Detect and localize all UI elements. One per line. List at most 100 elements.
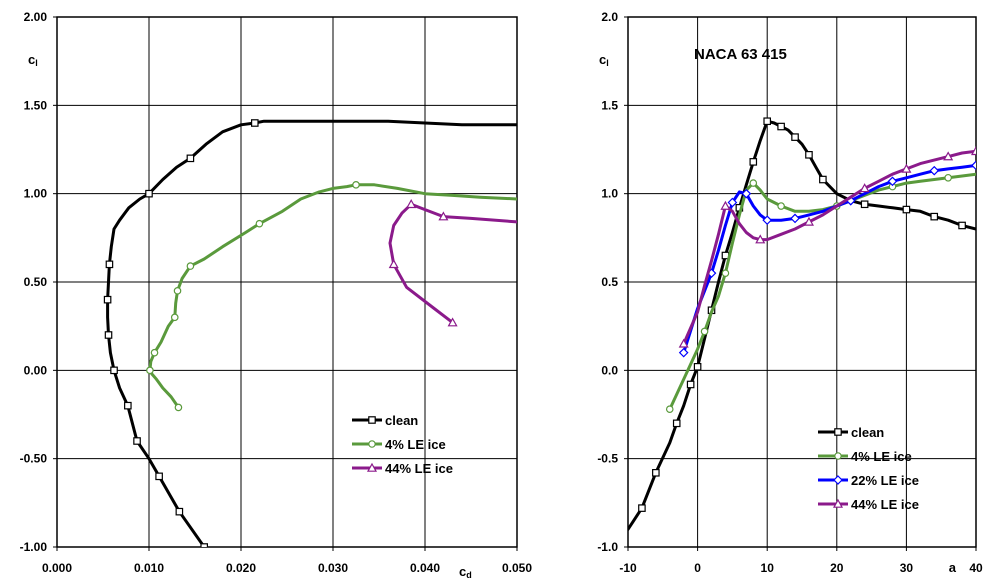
left-x-tick-label: 0.000 [42,561,72,575]
right-series-line-4pct-le-ice [668,172,976,411]
right-legend-label-clean: clean [851,425,884,440]
left-point-4pct-le-ice [352,181,360,189]
right-legend-marker-clean [834,428,842,436]
right-legend-marker-44pct-le-ice [832,498,844,508]
left-series-clean [103,119,517,547]
right-legend-label-22pct-le-ice: 22% LE ice [851,473,919,488]
left-point-44pct-le-ice [438,211,449,221]
left-point-clean [186,154,195,163]
right-point-44pct-le-ice [678,338,689,348]
right-x-tick-label: 0 [694,561,701,575]
right-grid [628,17,976,547]
right-series-44pct-le-ice [678,146,976,348]
left-y-axis-label-base: c [28,52,35,67]
right-point-22pct-le-ice [727,197,738,208]
left-point-clean [155,472,163,481]
left-ticks: 0.000 0.010 0.020 0.030 0.040 0.050 -1.00 -0.50… [20,10,533,575]
left-y-tick-label: -0.50 [20,452,48,466]
right-series-4pct-le-ice [665,172,976,414]
left-x-axis-label-base: c [459,564,466,579]
left-point-clean [145,189,153,198]
right-x-tick-label: 40 [969,561,983,575]
left-y-tick-label: 2.00 [24,10,48,24]
right-point-22pct-le-ice [741,188,752,199]
right-x-tick-label: 20 [830,561,844,575]
right-point-22pct-le-ice [971,160,976,171]
left-legend-label-44pct-le-ice: 44% LE ice [385,461,453,476]
right-chart: -10 0 10 20 30 40 -1.0 -0.5 0.0 0.5 1.0 1.5 2.0 cl a NA… [597,10,983,575]
right-ticks: -10 0 10 20 30 40 -1.0 -0.5 0.0 0.5 1.0 1.5 2.0 [597,10,983,575]
left-x-axis-label: cd [459,564,472,580]
right-y-axis-label-sub: l [606,58,609,68]
left-x-tick-label: 0.040 [410,561,440,575]
left-point-clean [200,543,209,547]
right-y-axis-label: cl [599,52,609,68]
right-series-line-clean [628,119,976,531]
right-y-tick-label: 1.5 [601,98,618,112]
right-x-tick-label: -10 [619,561,637,575]
right-legend-marker-22pct-le-ice [833,475,843,485]
left-y-tick-label: 1.50 [24,98,48,112]
right-legend-label-4pct-le-ice: 4% LE ice [851,449,912,464]
left-point-clean [105,260,114,269]
left-point-clean [103,295,112,304]
left-y-tick-label: 0.00 [24,363,48,377]
right-point-clean [819,175,827,184]
right-point-clean [805,151,813,159]
right-point-4pct-le-ice [777,202,785,210]
left-point-4pct-le-ice [255,219,264,228]
left-point-clean [124,401,132,410]
right-point-clean [749,158,758,166]
left-series-line-clean [106,119,517,547]
right-point-4pct-le-ice [665,405,674,414]
right-point-44pct-le-ice [755,234,766,244]
right-point-4pct-le-ice [721,269,730,277]
right-y-tick-label: 1.0 [601,187,618,201]
right-point-22pct-le-ice [790,213,800,224]
left-legend-marker-44pct-le-ice [366,462,378,472]
right-point-44pct-le-ice [970,146,976,156]
right-point-clean [902,205,911,214]
right-point-clean [672,419,681,428]
left-series-4pct-le-ice [146,181,517,412]
right-legend-label-44pct-le-ice: 44% LE ice [851,497,919,512]
right-point-clean [930,212,939,221]
right-x-axis-label: a [949,560,957,575]
left-chart: 0.000 0.010 0.020 0.030 0.040 0.050 -1.00 -0.50… [20,10,533,580]
right-legend: clean 4% LE ice 22% LE ice 44% LE ice [818,425,919,512]
right-legend-marker-4pct-le-ice [834,452,842,460]
left-series-44pct-le-ice [388,199,517,327]
left-y-tick-label: 1.00 [24,187,48,201]
left-y-tick-label: -1.00 [20,540,48,554]
left-point-clean [175,507,184,516]
left-legend-marker-clean [368,416,376,424]
right-point-4pct-le-ice [749,179,758,187]
left-x-tick-label: 0.050 [502,561,532,575]
right-series-22pct-le-ice [678,160,976,358]
right-y-tick-label: 0.0 [601,363,618,377]
left-legend: clean 4% LE ice 44% LE ice [352,413,453,476]
right-point-44pct-le-ice [720,200,731,210]
right-point-clean [958,221,966,230]
right-chart-title: NACA 63 415 [694,46,787,63]
left-point-clean [104,331,113,339]
right-point-clean [860,200,869,209]
left-point-4pct-le-ice [174,403,183,412]
left-legend-marker-4pct-le-ice [368,440,376,448]
right-y-tick-label: -1.0 [597,540,618,554]
left-point-clean [251,119,259,127]
left-x-tick-label: 0.010 [134,561,164,575]
right-point-44pct-le-ice [943,151,954,161]
left-point-clean [133,437,141,445]
right-point-clean [791,133,799,141]
left-point-44pct-le-ice [406,199,417,209]
left-point-clean [110,366,118,375]
right-y-tick-label: -0.5 [597,452,618,466]
right-x-tick-label: 10 [761,561,775,575]
right-series-line-44pct-le-ice [682,149,976,346]
right-point-22pct-le-ice [678,347,689,358]
left-point-4pct-le-ice [173,287,182,295]
right-point-clean [763,117,772,126]
